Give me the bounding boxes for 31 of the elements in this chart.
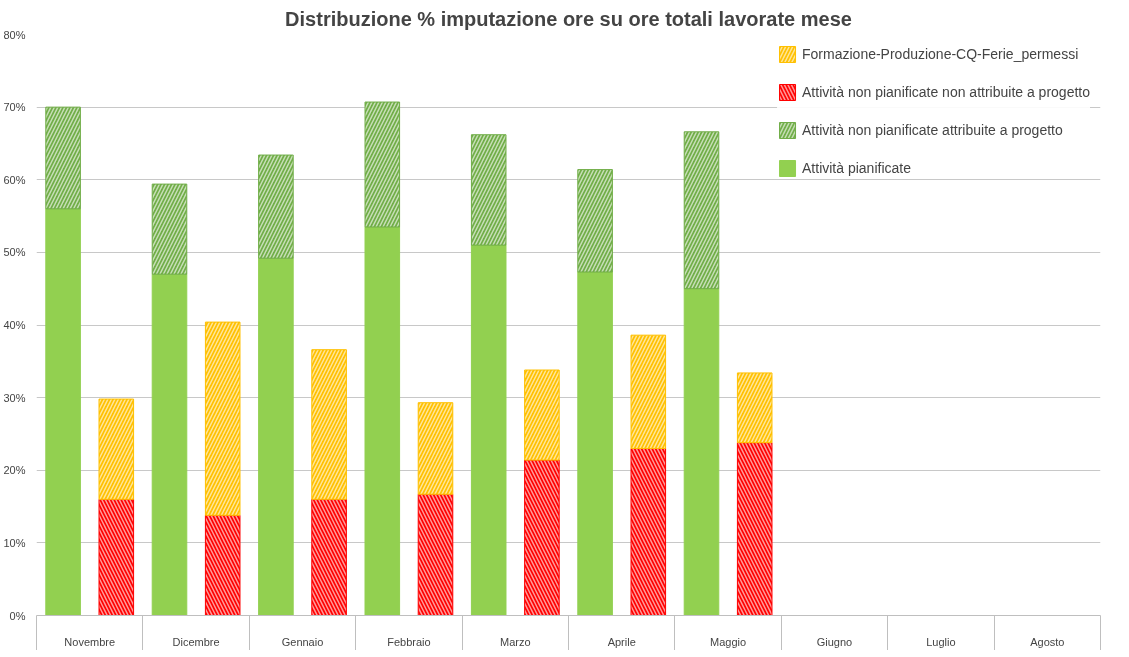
y-tick-label: 30% (3, 391, 26, 404)
bar (258, 257, 294, 616)
x-tick-label: Aprile (607, 635, 636, 648)
x-tick-label: Agosto (1030, 635, 1065, 648)
bar (151, 273, 188, 616)
bar (683, 288, 720, 616)
y-tick-label: 50% (3, 246, 26, 259)
x-tick-label: Giugno (816, 635, 853, 648)
x-tick-label: Marzo (500, 635, 531, 648)
x-tick-label: Novembre (64, 635, 116, 648)
bar (470, 244, 507, 616)
y-tick-label: 10% (3, 536, 26, 549)
bar (577, 271, 613, 616)
x-tick-label: Luglio (926, 635, 956, 648)
chart-title: Distribuzione % imputazione ore su ore totali lavorate mese (285, 7, 852, 30)
legend-label: Attività non pianificate non attribuite a progetto (802, 84, 1090, 100)
x-tick-label: Dicembre (172, 635, 220, 648)
x-tick-label: Gennaio (281, 635, 324, 648)
legend-label: Attività non pianificate attribuite a progetto (802, 122, 1063, 138)
legend-label: Formazione-Produzione-CQ-Ferie_permessi (802, 46, 1079, 62)
x-tick-label: Febbraio (387, 635, 431, 648)
bar (45, 208, 81, 616)
y-tick-label: 60% (3, 173, 26, 186)
legend-label: Attività pianificate (802, 160, 911, 176)
y-tick-label: 80% (3, 28, 26, 41)
bar (364, 226, 401, 616)
y-tick-label: 70% (3, 101, 26, 114)
y-tick-label: 20% (3, 464, 26, 477)
y-tick-label: 40% (3, 319, 26, 331)
x-tick-label: Maggio (710, 635, 747, 648)
y-tick-label: 0% (9, 609, 26, 622)
